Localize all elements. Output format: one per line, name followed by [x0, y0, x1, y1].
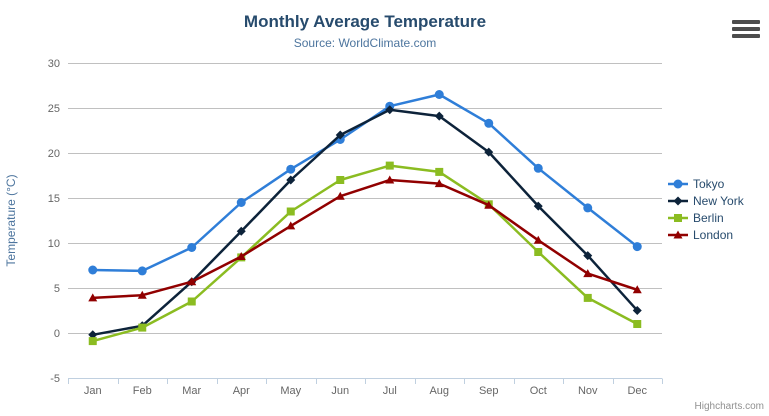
legend-symbol-square-icon [668, 214, 688, 222]
marker-tokyo-jan[interactable] [88, 265, 98, 275]
marker-berlin-mar[interactable] [187, 297, 196, 306]
y-axis-label: 20 [48, 148, 60, 160]
marker-new-york-jan[interactable] [88, 330, 98, 340]
chart-title: Monthly Average Temperature [243, 12, 487, 31]
marker-berlin-dec[interactable] [633, 320, 642, 328]
y-axis-label: -5 [50, 373, 60, 385]
marker-berlin-feb[interactable] [138, 323, 147, 332]
marker-new-york-dec[interactable] [632, 306, 642, 315]
x-axis-label: Nov [578, 385, 598, 397]
x-axis-label: Dec [627, 385, 647, 397]
credits-link[interactable]: Highcharts.com [694, 401, 764, 412]
y-axis-label: 5 [54, 283, 60, 295]
marker-new-york-apr[interactable] [236, 226, 246, 236]
y-axis-label: 30 [48, 58, 60, 70]
marker-new-york-may[interactable] [286, 175, 296, 185]
series-line-london[interactable] [91, 178, 639, 300]
legend-marker-tokyo[interactable] [673, 179, 683, 189]
marker-london-may[interactable] [286, 221, 296, 230]
marker-london-nov[interactable] [583, 269, 593, 278]
marker-tokyo-may[interactable] [286, 164, 296, 174]
y-axis-label: 10 [48, 238, 60, 250]
y-axis-label: 15 [48, 193, 60, 205]
x-axis-label: May [280, 385, 301, 397]
marker-tokyo-apr[interactable] [236, 198, 246, 207]
x-axis-label: Jun [331, 385, 349, 397]
y-axis-label: 0 [54, 328, 60, 340]
marker-tokyo-nov[interactable] [583, 203, 593, 213]
marker-new-york-aug[interactable] [434, 111, 444, 121]
legend-symbol-diamond-icon [668, 196, 688, 206]
series-line-new-york[interactable] [91, 108, 639, 337]
x-axis-label: Feb [133, 385, 152, 397]
export-context-menu-button[interactable] [732, 20, 760, 40]
x-axis-label: Oct [530, 385, 547, 397]
x-axis-label: Jul [383, 385, 397, 397]
x-axis-label: Aug [429, 385, 449, 397]
legend-item-london[interactable]: London [668, 227, 744, 243]
series-tokyo[interactable] [88, 90, 642, 276]
series-line-berlin[interactable] [91, 164, 639, 343]
legend-label: Berlin [693, 211, 724, 225]
marker-tokyo-dec[interactable] [632, 242, 642, 252]
series-new-york[interactable] [88, 105, 642, 340]
marker-berlin-jun[interactable] [336, 176, 345, 184]
marker-london-aug[interactable] [434, 179, 444, 188]
marker-berlin-oct[interactable] [534, 248, 543, 256]
x-axis-label: Apr [233, 385, 250, 397]
series-london[interactable] [88, 175, 642, 302]
series-line-tokyo[interactable] [91, 93, 639, 273]
marker-london-feb[interactable] [137, 290, 147, 299]
legend-marker-berlin[interactable] [674, 214, 682, 222]
marker-new-york-sep[interactable] [484, 147, 494, 157]
marker-tokyo-oct[interactable] [533, 163, 543, 173]
marker-new-york-jun[interactable] [335, 130, 345, 140]
chart-subtitle: Source: WorldClimate.com [293, 36, 437, 50]
marker-berlin-jul[interactable] [385, 161, 394, 170]
marker-london-oct[interactable] [533, 235, 543, 244]
y-axis-title: Temperature (°C) [4, 174, 18, 266]
marker-london-apr[interactable] [236, 252, 246, 260]
marker-berlin-nov[interactable] [583, 293, 592, 302]
legend-item-berlin[interactable]: Berlin [668, 210, 744, 226]
marker-london-jan[interactable] [88, 293, 98, 302]
legend-item-new-york[interactable]: New York [668, 193, 744, 209]
marker-new-york-oct[interactable] [533, 201, 543, 211]
marker-tokyo-feb[interactable] [137, 266, 147, 276]
marker-berlin-aug[interactable] [435, 167, 444, 176]
legend-marker-london[interactable] [673, 230, 683, 239]
x-axis-label: Jan [84, 385, 102, 397]
marker-berlin-jan[interactable] [88, 337, 97, 346]
marker-london-mar[interactable] [187, 277, 197, 286]
legend-label: London [693, 228, 734, 242]
marker-tokyo-aug[interactable] [434, 90, 444, 99]
marker-london-jul[interactable] [385, 175, 395, 184]
marker-new-york-nov[interactable] [583, 251, 593, 261]
marker-new-york-jul[interactable] [385, 105, 395, 115]
legend-symbol-triangle-icon [668, 230, 688, 239]
legend-symbol-circle-icon [668, 179, 688, 189]
legend-marker-new-york[interactable] [673, 196, 683, 206]
marker-tokyo-sep[interactable] [484, 118, 494, 128]
marker-berlin-may[interactable] [286, 207, 295, 216]
marker-london-jun[interactable] [335, 191, 345, 200]
marker-london-sep[interactable] [484, 200, 494, 209]
legend-label: Tokyo [693, 177, 725, 191]
legend: Tokyo New York Berlin London [668, 176, 744, 244]
marker-london-dec[interactable] [632, 285, 642, 294]
hamburger-icon [732, 20, 760, 38]
marker-tokyo-mar[interactable] [187, 243, 197, 252]
legend-item-tokyo[interactable]: Tokyo [668, 176, 744, 192]
y-axis-label: 25 [48, 103, 60, 115]
x-axis-label: Sep [479, 385, 499, 397]
x-axis-label: Mar [182, 385, 201, 397]
legend-label: New York [693, 194, 744, 208]
